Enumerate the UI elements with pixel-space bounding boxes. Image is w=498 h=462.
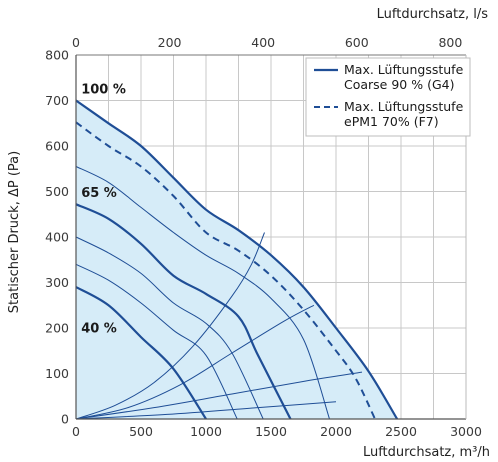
x2-tick-label: 200 — [158, 35, 182, 50]
curve-label: 40 % — [81, 322, 117, 337]
y-tick-label: 700 — [45, 93, 69, 108]
legend-dashed-line1: Max. Lüftungsstufe — [344, 99, 464, 114]
x-tick-label: 2500 — [385, 424, 417, 439]
y-tick-label: 100 — [45, 366, 69, 381]
y-tick-label: 300 — [45, 275, 69, 290]
legend-solid-line1: Max. Lüftungsstufe — [344, 62, 464, 77]
x-tick-label: 3000 — [450, 424, 482, 439]
x-tick-label: 2000 — [320, 424, 352, 439]
x-tick-label: 0 — [72, 424, 80, 439]
y-axis-label: Statischer Druck, ΔP (Pa) — [7, 151, 22, 313]
y-tick-label: 500 — [45, 184, 69, 199]
y-tick-label: 0 — [61, 412, 69, 427]
y-tick-label: 600 — [45, 139, 69, 154]
legend-solid-line2: Coarse 90 % (G4) — [344, 77, 454, 92]
fan-curve-4 — [75, 203, 292, 420]
x2-tick-label: 600 — [345, 35, 369, 50]
operating-area-fill — [76, 100, 398, 419]
curve-label: 100 % — [81, 83, 126, 98]
system-curve-1 — [75, 232, 265, 420]
system-curves — [75, 232, 363, 420]
fan-curve-3 — [75, 166, 330, 420]
system-curve-4 — [75, 401, 337, 420]
fan-curve-1 — [75, 99, 399, 420]
legend: Max. Lüftungsstufe Coarse 90 % (G4) Max.… — [305, 57, 471, 137]
y-tick-label: 400 — [45, 230, 69, 245]
fan-curve-6 — [75, 263, 238, 420]
x2-tick-label: 0 — [72, 35, 80, 50]
fan-curves — [75, 99, 399, 420]
x-tick-label: 1000 — [190, 424, 222, 439]
y-tick-label: 800 — [45, 48, 69, 63]
system-curve-2 — [75, 304, 315, 420]
fan-curve-7 — [75, 286, 207, 420]
curve-label: 65 % — [81, 186, 117, 201]
x2-tick-label: 400 — [251, 35, 275, 50]
curve-labels: 100 % 65 % 40 % — [81, 83, 126, 337]
fan-curve-2 — [75, 121, 376, 420]
x2-axis-label: Luftdurchsatz, l/s — [377, 7, 489, 22]
x-tick-label: 1500 — [255, 424, 287, 439]
fan-curve-5 — [75, 236, 264, 420]
y-tick-label: 200 — [45, 321, 69, 336]
system-curve-3 — [75, 371, 363, 420]
legend-dashed-line2: ePM1 70% (F7) — [344, 114, 439, 129]
x2-tick-label: 800 — [438, 35, 462, 50]
operating-area — [76, 100, 398, 419]
x-tick-label: 500 — [129, 424, 153, 439]
axes — [75, 54, 467, 420]
x-axis-label: Luftdurchsatz, m³/h — [363, 445, 490, 460]
